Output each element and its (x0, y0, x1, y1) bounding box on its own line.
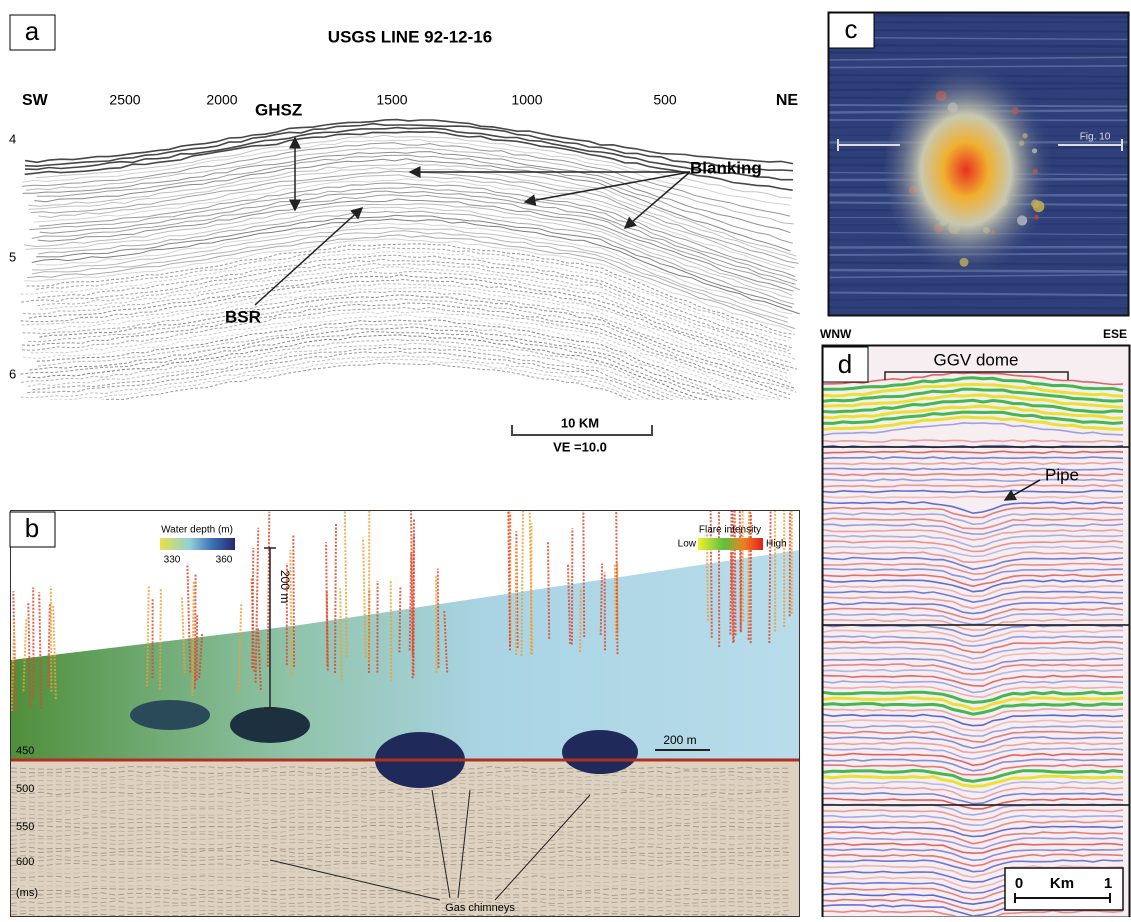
flare (438, 569, 439, 668)
scale-label: 200 m (663, 733, 696, 747)
tick-label: 1500 (376, 92, 407, 108)
tick-label: 450 (16, 745, 34, 757)
reflector (28, 299, 796, 392)
tick-label: 2500 (109, 92, 140, 108)
tick-label: 6 (9, 366, 16, 381)
pockmark (230, 707, 310, 743)
tick-label: 4 (9, 131, 16, 146)
legend-title: Water depth (m) (161, 525, 233, 536)
figure: a USGS LINE 92-12-16 SW 2500 2000 1500 1… (0, 0, 1131, 917)
annotation: Blanking (690, 158, 762, 177)
tick-label: 600 (16, 856, 34, 868)
reflector (32, 347, 788, 437)
panel-label: d (838, 349, 852, 379)
scale-label: 10 KM (561, 415, 599, 430)
scale-label: 200 m (278, 570, 292, 603)
direction: ESE (1103, 327, 1127, 341)
tick-label: 5 (9, 249, 16, 264)
tick-label: (ms) (16, 887, 38, 899)
tick-label: 2000 (206, 92, 237, 108)
seismic-d (823, 346, 1129, 917)
direction: WNW (820, 327, 852, 341)
scale-label: Km (1050, 875, 1074, 892)
tick-label: 1000 (511, 92, 542, 108)
texture-streak (829, 53, 1128, 54)
legend-title: Flare intensity (699, 525, 761, 536)
flare (160, 589, 161, 689)
annotation: Pipe (1045, 465, 1079, 484)
axis-end: NE (776, 92, 799, 109)
tick-label: 500 (16, 783, 34, 795)
reflector (32, 195, 800, 290)
tick-label: 550 (16, 821, 34, 833)
anomaly (885, 60, 1065, 280)
colorbar (160, 538, 235, 550)
reflector (29, 275, 797, 369)
panel-title: USGS LINE 92-12-16 (328, 27, 492, 46)
annotation: Gas chimneys (445, 902, 515, 914)
tick-label: 500 (653, 92, 677, 108)
annotation: GHSZ (255, 100, 302, 119)
panel-label: a (25, 16, 40, 46)
annotation: Fig. 10 (1080, 132, 1111, 143)
reflector (38, 324, 794, 415)
colorbar (698, 538, 763, 550)
panel-label: b (25, 513, 39, 543)
pockmark (562, 730, 638, 774)
reflector (40, 360, 796, 452)
pockmark (130, 700, 210, 730)
reflector (27, 351, 795, 443)
texture-streak (829, 308, 1128, 309)
reflector (38, 199, 794, 291)
texture-streak (829, 284, 1128, 285)
seismic-a (20, 120, 799, 455)
flare (335, 523, 336, 673)
scale-label: 1 (1104, 875, 1112, 892)
axis-end: SW (22, 92, 49, 109)
seismic-b (11, 405, 800, 917)
flare (601, 564, 602, 635)
annotation: BSR (225, 307, 261, 326)
scale-label: VE =10.0 (553, 439, 607, 454)
flare (748, 476, 749, 625)
legend-low: Low (678, 539, 697, 550)
scale-label: 0 (1015, 875, 1023, 892)
legend-tick: 360 (216, 555, 233, 566)
legend-tick: 330 (164, 555, 181, 566)
panel-label: c (845, 14, 858, 44)
legend-high: High (766, 539, 787, 550)
reflector (21, 356, 789, 446)
reflector (29, 168, 797, 260)
amplitude-map (829, 13, 1128, 315)
annotation: GGV dome (933, 350, 1018, 369)
